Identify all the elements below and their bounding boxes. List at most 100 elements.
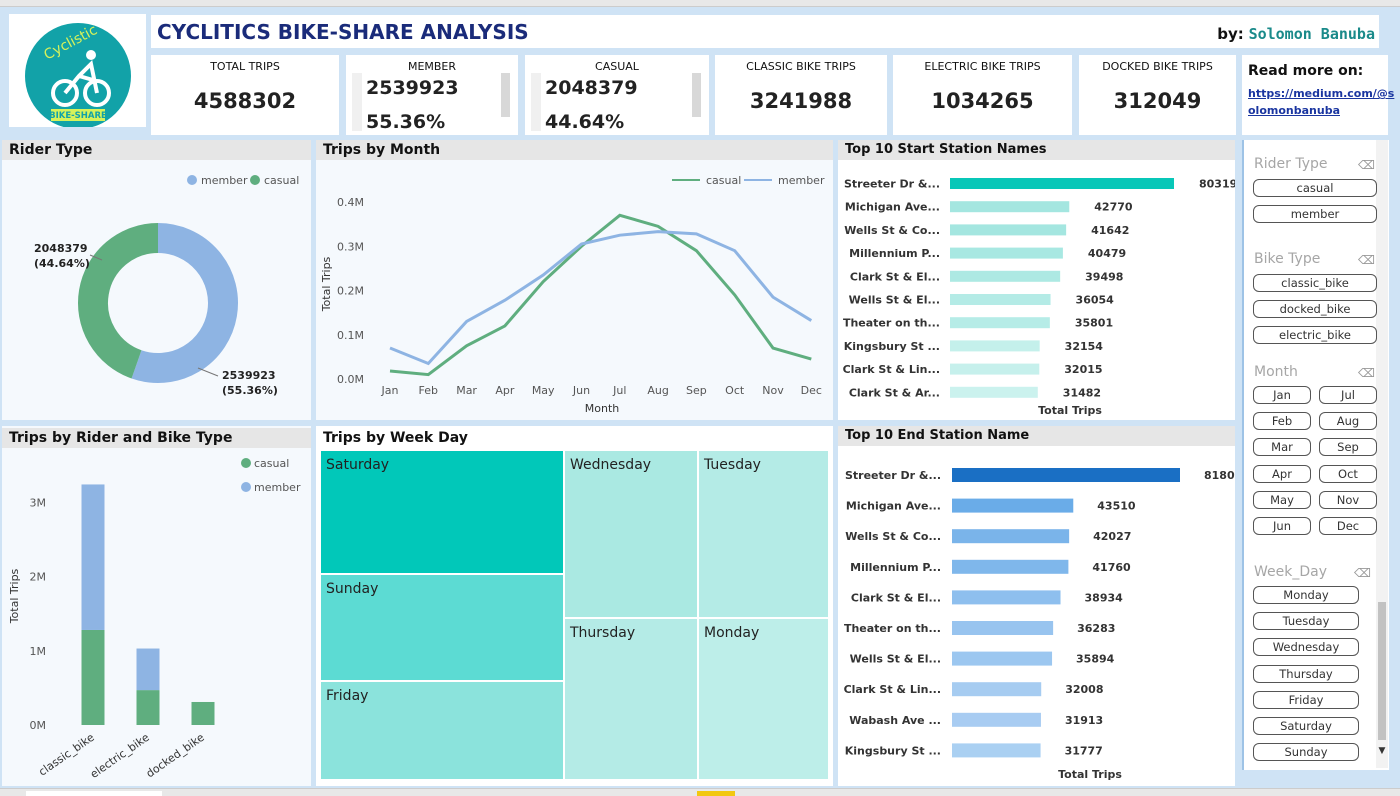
kpi-value: 2048379 (545, 77, 638, 99)
series-line-casual (389, 213, 812, 377)
slicer-month-jun[interactable]: Jun (1253, 517, 1311, 535)
bar-category-label: Clark St & Lin... (843, 363, 940, 376)
tile-friday[interactable]: Friday (320, 681, 564, 780)
bar-value-label: 35801 (1075, 317, 1113, 330)
slicers-panel: ▼ Rider Type ⌫ casual member Bike Type ⌫… (1242, 140, 1389, 770)
donut-slice-member (131, 223, 238, 383)
bar-value-label: 41642 (1091, 224, 1129, 237)
slicer-weekday-monday[interactable]: Monday (1253, 586, 1359, 604)
kpi-gauge-right (692, 73, 701, 117)
slicer-month-nov[interactable]: Nov (1319, 490, 1377, 509)
slicer-month-jul[interactable]: Jul (1319, 386, 1377, 404)
series-line-member (389, 230, 813, 366)
bar-value-label: 32008 (1065, 683, 1103, 696)
panel-title: Top 10 End Station Name (838, 426, 1235, 446)
y-tick-label: 1M (30, 645, 47, 658)
tile-saturday[interactable]: Saturday (320, 450, 564, 574)
x-tick-label: Sep (686, 384, 707, 397)
eraser-icon[interactable]: ⌫ (1358, 366, 1375, 380)
y-tick-label: 0M (30, 719, 47, 732)
slicer-bike-classic[interactable]: classic_bike (1253, 274, 1377, 292)
eraser-icon[interactable]: ⌫ (1358, 253, 1375, 267)
kpi-label: CLASSIC BIKE TRIPS (746, 60, 856, 73)
week-day-panel: Trips by Week Day Saturday Sunday Friday… (316, 426, 833, 786)
slicer-rider-member[interactable]: member (1253, 205, 1377, 223)
stacked-bar-casual (136, 690, 160, 725)
slicer-month-mar[interactable]: Mar (1253, 438, 1311, 457)
tile-tuesday[interactable]: Tuesday (698, 450, 829, 618)
bar (952, 621, 1054, 635)
slicer-rider-casual[interactable]: casual (1253, 179, 1377, 197)
slicer-weekday-sunday[interactable]: Sunday (1253, 743, 1359, 762)
medium-link[interactable]: https://medium.com/@s olomonbanuba (1248, 85, 1394, 119)
bar-category-label: Millennium P... (849, 247, 940, 260)
slicer-month-oct[interactable]: Oct (1319, 464, 1377, 483)
bar-category-label: Wabash Ave ... (849, 714, 941, 727)
slicer-month-sep[interactable]: Sep (1319, 438, 1377, 457)
bar (952, 498, 1074, 513)
slicer-month-may[interactable]: May (1253, 490, 1311, 509)
slicer-month-feb[interactable]: Feb (1253, 412, 1311, 431)
legend-member-swatch (187, 175, 197, 185)
slicer-scrollbar[interactable]: ▼ (1376, 140, 1388, 768)
tile-monday[interactable]: Monday (698, 618, 829, 780)
bar (950, 247, 1063, 259)
slicer-bike-docked[interactable]: docked_bike (1253, 300, 1377, 318)
kpi-label: MEMBER (407, 60, 457, 73)
kpi-casual: CASUAL 2048379 44.64% (525, 55, 709, 135)
slicer-title-rider-type: Rider Type (1254, 156, 1328, 172)
rider-type-donut-chart: member casual 2048379 (44.64%) 2539923 (… (34, 174, 299, 397)
slicer-month-dec[interactable]: Dec (1319, 517, 1377, 535)
page-tabs-strip (0, 788, 1400, 796)
kpi-value: 1034265 (931, 89, 1034, 113)
legend-casual-swatch (250, 175, 260, 185)
y-tick-label: 0.4M (337, 196, 364, 209)
eraser-icon[interactable]: ⌫ (1358, 158, 1375, 172)
scroll-down-icon[interactable]: ▼ (1378, 746, 1386, 756)
panel-title: Trips by Month (316, 140, 833, 160)
bar-category-label: Michigan Ave... (845, 201, 940, 214)
bar-value-label: 31913 (1065, 714, 1103, 727)
bar (950, 340, 1040, 352)
slicer-weekday-wednesday[interactable]: Wednesday (1253, 638, 1359, 657)
medium-link-line1[interactable]: https://medium.com/@s (1248, 87, 1395, 100)
slicer-month-aug[interactable]: Aug (1319, 412, 1377, 431)
eraser-icon[interactable]: ⌫ (1354, 566, 1371, 580)
tile-wednesday[interactable]: Wednesday (564, 450, 698, 618)
top-end-stations-bar-chart: Total Trips Streeter Dr &... 81802 Michiga… (844, 468, 1235, 781)
tile-thursday[interactable]: Thursday (564, 618, 698, 780)
slicer-weekday-saturday[interactable]: Saturday (1253, 717, 1359, 735)
legend-member-swatch (241, 482, 251, 492)
top-start-stations-panel: Top 10 Start Station Names Total Trips S… (838, 140, 1235, 420)
bar-value-label: 41760 (1092, 561, 1131, 574)
scroll-thumb[interactable] (1378, 602, 1386, 740)
bar (950, 178, 1174, 189)
bar (950, 270, 1061, 282)
y-axis-title: Total Trips (320, 256, 333, 312)
y-tick-label: 0.2M (337, 285, 364, 298)
data-label-casual-pct: (44.64%) (34, 257, 90, 270)
kpi-docked-bike: DOCKED BIKE TRIPS 312049 (1079, 55, 1236, 135)
y-tick-label: 0.3M (337, 240, 364, 253)
x-tick-label: May (532, 384, 555, 397)
bar (952, 529, 1070, 544)
page-tab-active[interactable] (26, 791, 162, 796)
slicer-weekday-tuesday[interactable]: Tuesday (1253, 612, 1359, 631)
x-axis-title: Total Trips (1058, 768, 1122, 781)
bar (952, 743, 1041, 758)
slicer-month-jan[interactable]: Jan (1253, 386, 1311, 404)
bar (952, 682, 1042, 697)
kpi-gauge-right (501, 73, 510, 117)
slicer-weekday-thursday[interactable]: Thursday (1253, 664, 1359, 683)
donut-slice-casual (78, 223, 159, 379)
page-tab-highlight[interactable] (697, 791, 735, 796)
slicer-bike-electric[interactable]: electric_bike (1253, 326, 1377, 344)
bar (952, 590, 1061, 605)
author-name: Solomon Banuba (1248, 25, 1375, 43)
slicer-weekday-friday[interactable]: Friday (1253, 690, 1359, 709)
tile-sunday[interactable]: Sunday (320, 574, 564, 681)
kpi-percent: 55.36% (366, 111, 446, 133)
medium-link-line2[interactable]: olomonbanuba (1248, 104, 1340, 117)
logo-panel: Cyclistic BIKE-SHARE (9, 14, 146, 129)
slicer-month-apr[interactable]: Apr (1253, 464, 1311, 483)
